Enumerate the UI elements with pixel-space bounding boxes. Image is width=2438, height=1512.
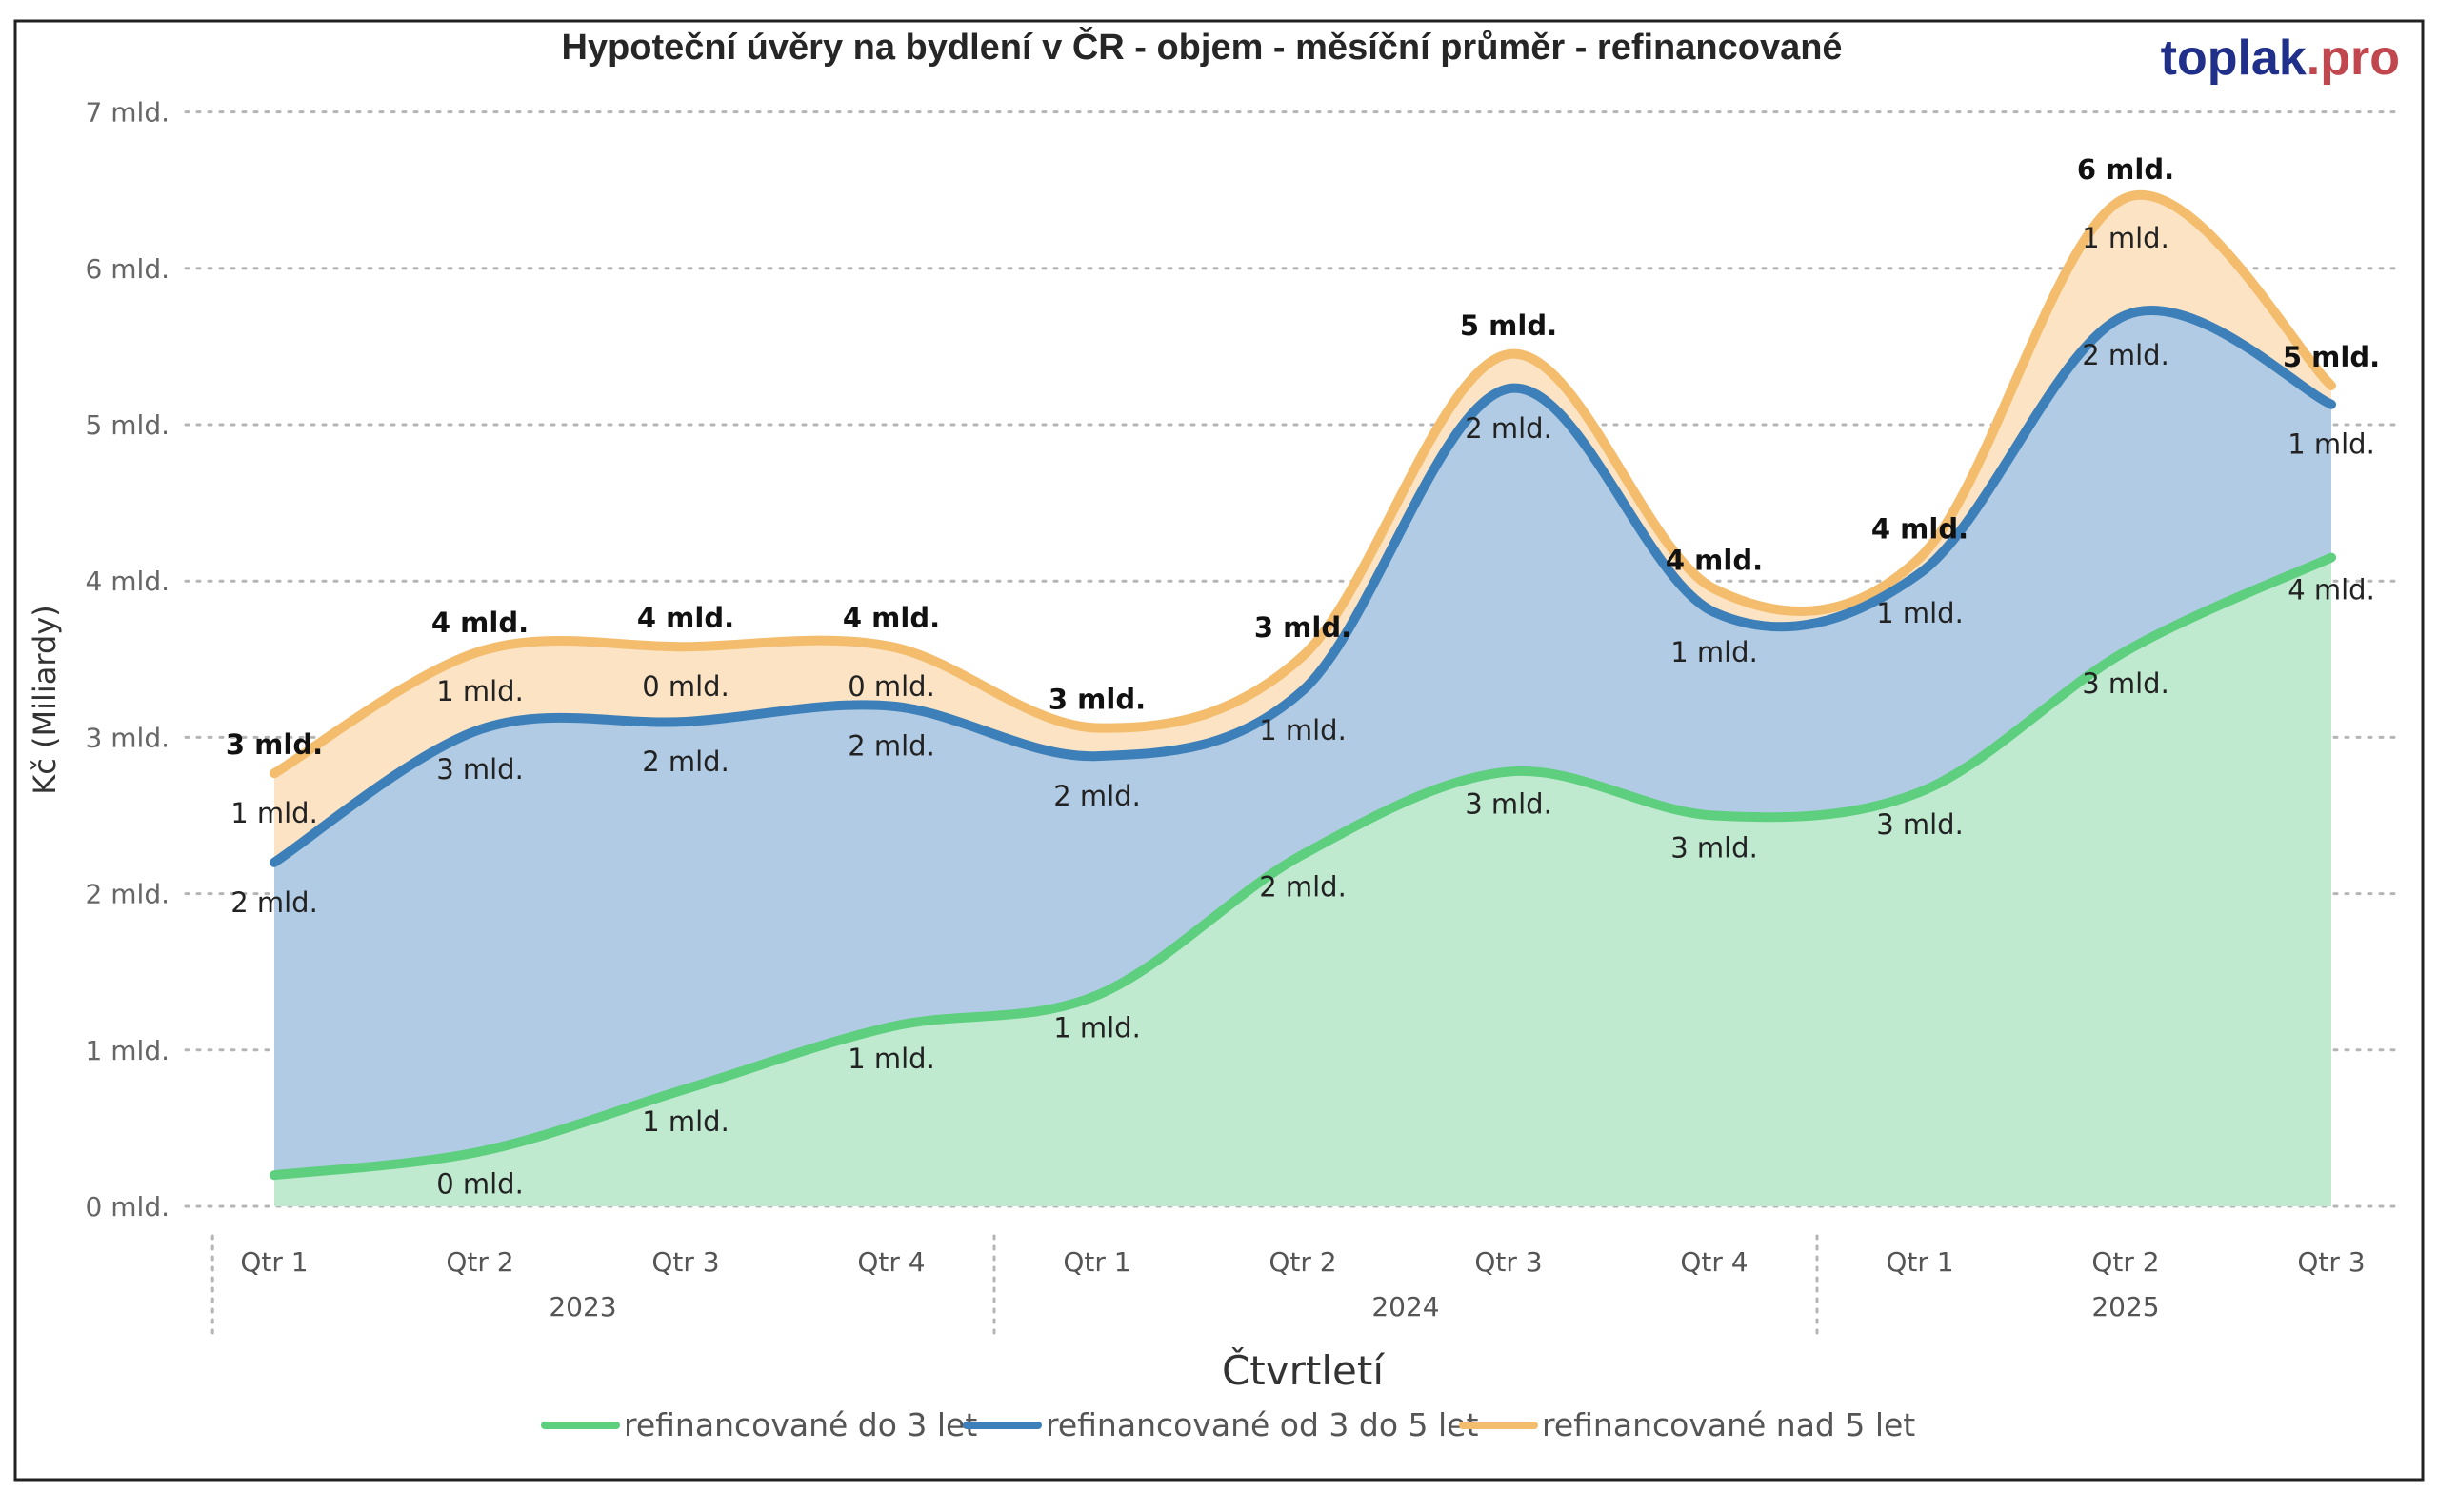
total-label: 6 mld.: [2077, 153, 2174, 186]
data-label: 1 mld.: [436, 675, 524, 707]
total-label: 4 mld.: [843, 602, 940, 634]
data-label: 2 mld.: [1465, 412, 1552, 445]
y-tick-label: 1 mld.: [86, 1035, 170, 1066]
total-label: 3 mld.: [1049, 684, 1146, 716]
data-labels: 0 mld. 1 mld. 1 mld. 1 mld. 2 mld. 3 mld. 3 ml…: [226, 153, 2380, 1201]
total-label: 5 mld.: [1460, 309, 1557, 342]
legend-label: refinancované nad 5 let: [1542, 1406, 1915, 1443]
total-label: 4 mld.: [1666, 544, 1763, 576]
x-tick-label: Qtr 4: [857, 1246, 925, 1278]
data-label: 1 mld.: [2288, 428, 2375, 461]
data-label: 1 mld.: [2082, 222, 2169, 254]
data-label: 3 mld.: [1670, 832, 1758, 865]
y-tick-label: 6 mld.: [86, 253, 170, 285]
chart-title: Hypoteční úvěry na bydlení v ČR - objem …: [561, 25, 1842, 68]
total-label: 3 mld.: [1254, 611, 1351, 644]
data-label: 1 mld.: [1876, 597, 1964, 629]
series-3-5-let-line: [270, 305, 2336, 867]
data-label: 2 mld.: [642, 746, 729, 778]
total-label: 4 mld.: [1871, 513, 1968, 546]
x-tick-label: Qtr 4: [1680, 1246, 1748, 1278]
data-label: 2 mld.: [848, 730, 935, 763]
data-label: 2 mld.: [230, 886, 318, 919]
series-do-3-let-area: [274, 557, 2331, 1206]
data-label: 1 mld.: [230, 797, 318, 829]
y-tick-label: 3 mld.: [86, 722, 170, 753]
y-axis-title: Kč (Miliardy): [27, 605, 63, 794]
series-lines: [270, 189, 2336, 1181]
data-label: 4 mld.: [2288, 574, 2375, 607]
x-axis: Qtr 1 Qtr 2 Qtr 3 Qtr 4 Qtr 1 Qtr 2 Qtr 3 Qtr 4…: [210, 1234, 2366, 1335]
data-label: 2 mld.: [1053, 780, 1141, 812]
brand-main: toplak: [2161, 30, 2307, 86]
x-tick-label: Qtr 2: [1269, 1246, 1336, 1278]
data-label: 1 mld.: [1053, 1011, 1141, 1044]
total-label: 4 mld.: [431, 607, 529, 639]
total-label: 3 mld.: [226, 728, 323, 761]
x-tick-label: Qtr 3: [2297, 1246, 2365, 1278]
y-tick-label: 5 mld.: [86, 409, 170, 441]
total-label: 4 mld.: [637, 602, 734, 634]
y-tick-label: 7 mld.: [86, 97, 170, 129]
x-tick-label: Qtr 3: [651, 1246, 719, 1278]
y-tick-label: 4 mld.: [86, 566, 170, 597]
data-label: 0 mld.: [436, 1168, 524, 1201]
data-label: 2 mld.: [1259, 871, 1347, 904]
x-year-label: 2024: [1371, 1291, 1439, 1323]
data-label: 3 mld.: [1876, 808, 1964, 841]
data-label: 1 mld.: [848, 1043, 935, 1075]
legend-label: refinancované do 3 let: [624, 1406, 977, 1443]
brand-text: toplak.pro: [2161, 30, 2400, 86]
data-label: 3 mld.: [2082, 667, 2169, 700]
x-tick-label: Qtr 3: [1474, 1246, 1542, 1278]
data-label: 2 mld.: [2082, 339, 2169, 371]
data-label: 0 mld.: [642, 670, 729, 703]
x-tick-label: Qtr 2: [446, 1246, 513, 1278]
x-tick-label: Qtr 1: [1886, 1246, 1953, 1278]
data-label: 1 mld.: [1259, 714, 1347, 746]
data-label: 3 mld.: [436, 753, 524, 786]
legend: refinancované do 3 let refinancované od 3…: [541, 1406, 1915, 1443]
brand-suffix: .pro: [2307, 30, 2400, 86]
x-tick-label: Qtr 1: [1063, 1246, 1130, 1278]
series-nad-5-let-line: [270, 189, 2336, 779]
y-tick-label: 2 mld.: [86, 879, 170, 910]
data-label: 1 mld.: [1670, 636, 1758, 668]
x-year-label: 2023: [549, 1291, 616, 1323]
total-label: 5 mld.: [2283, 341, 2380, 373]
y-axis: 0 mld. 1 mld. 2 mld. 3 mld. 4 mld. 5 mld. 6 ml…: [86, 97, 170, 1223]
data-label: 0 mld.: [848, 670, 935, 703]
x-tick-label: Qtr 2: [2091, 1246, 2159, 1278]
y-tick-label: 0 mld.: [86, 1191, 170, 1223]
x-year-label: 2025: [2091, 1291, 2159, 1323]
legend-label: refinancované od 3 do 5 let: [1046, 1406, 1478, 1443]
x-axis-title: Čtvrtletí: [1222, 1346, 1385, 1394]
series-do-3-let-line: [270, 552, 2336, 1181]
data-label: 1 mld.: [642, 1105, 729, 1138]
data-label: 3 mld.: [1465, 788, 1552, 821]
x-tick-label: Qtr 1: [240, 1246, 308, 1278]
brand-logo: toplak.pro: [2161, 30, 2400, 86]
area-fills: [274, 194, 2331, 1207]
